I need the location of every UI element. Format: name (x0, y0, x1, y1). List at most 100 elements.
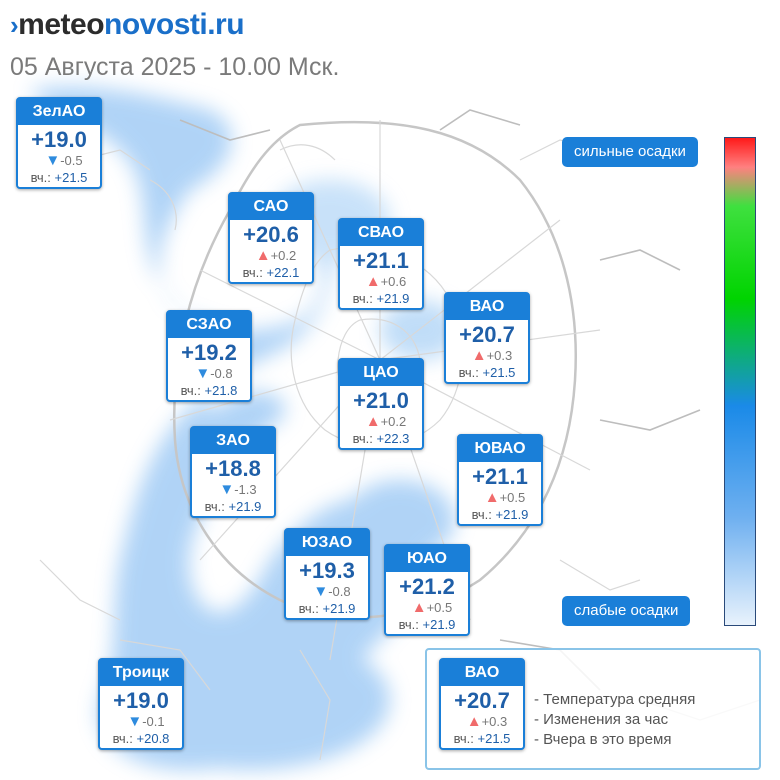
precipitation-color-scale (724, 137, 756, 626)
scale-label-light: слабые осадки (562, 596, 691, 626)
change-value: +0.2 (380, 414, 407, 429)
hourly-change: ▲+0.5 (386, 600, 468, 616)
avg-temperature: +21.0 (353, 388, 409, 413)
district-1-card[interactable]: САО +20.6 ▲+0.2 вч.: +22.1 (228, 192, 314, 284)
scale-label-heavy: сильные осадки (562, 137, 698, 167)
yesterday-temp: вч.: +20.8 (100, 730, 182, 748)
district-9-card[interactable]: ЮАО +21.2 ▲+0.5 вч.: +21.9 (384, 544, 470, 636)
legend-item-hourly-change: - Изменения за час (534, 711, 669, 728)
yesterday-label: вч.: (180, 383, 205, 398)
hourly-change: ▲+0.3 (441, 714, 523, 730)
hourly-change: ▼-0.8 (168, 366, 250, 382)
district-name: Троицк (100, 660, 182, 686)
yesterday-temp: вч.: +21.5 (446, 364, 528, 382)
logo-text-primary: meteo (18, 8, 105, 41)
yesterday-value: +22.3 (376, 431, 410, 446)
yesterday-value: +21.9 (228, 499, 262, 514)
yesterday-temp: вч.: +21.5 (18, 169, 100, 187)
avg-temperature: +19.0 (31, 127, 87, 152)
hourly-change: ▼-0.8 (286, 584, 368, 600)
change-value: -0.5 (60, 153, 83, 168)
triangle-up-icon: ▲ (466, 713, 482, 730)
avg-temperature: +19.0 (113, 688, 169, 713)
district-6-card[interactable]: ЗАО +18.8 ▼-1.3 вч.: +21.9 (190, 426, 276, 518)
district-name: ЮЗАО (286, 530, 368, 556)
yesterday-label: вч.: (471, 507, 496, 522)
hourly-change: ▲+0.6 (340, 274, 422, 290)
district-2-card[interactable]: СВАО +21.1 ▲+0.6 вч.: +21.9 (338, 218, 424, 310)
yesterday-temp: вч.: +22.3 (340, 430, 422, 448)
triangle-up-icon: ▲ (365, 273, 381, 290)
yesterday-label: вч.: (352, 431, 377, 446)
yesterday-value: +21.9 (422, 617, 456, 632)
avg-temperature: +19.2 (181, 340, 237, 365)
triangle-up-icon: ▲ (255, 247, 271, 264)
avg-temperature: +21.1 (353, 248, 409, 273)
district-7-card[interactable]: ЮВАО +21.1 ▲+0.5 вч.: +21.9 (457, 434, 543, 526)
district-8-card[interactable]: ЮЗАО +19.3 ▼-0.8 вч.: +21.9 (284, 528, 370, 620)
triangle-down-icon: ▼ (127, 713, 143, 730)
yesterday-label: вч.: (352, 291, 377, 306)
hourly-change: ▼-0.5 (18, 153, 100, 169)
triangle-down-icon: ▼ (313, 583, 329, 600)
avg-temperature: +19.3 (299, 558, 355, 583)
triangle-up-icon: ▲ (411, 599, 427, 616)
district-3-card[interactable]: ВАО +20.7 ▲+0.3 вч.: +21.5 (444, 292, 530, 384)
logo-mark-icon: › (10, 10, 19, 40)
district-0-card[interactable]: ЗелАО +19.0 ▼-0.5 вч.: +21.5 (16, 97, 102, 189)
site-logo[interactable]: ›meteonovosti.ru (10, 8, 245, 42)
yesterday-label: вч.: (112, 731, 137, 746)
district-name: ВАО (441, 660, 523, 686)
yesterday-value: +21.9 (376, 291, 410, 306)
avg-temperature: +20.6 (243, 222, 299, 247)
legend-item-yesterday: - Вчера в это время (534, 731, 672, 748)
district-5-card[interactable]: ЦАО +21.0 ▲+0.2 вч.: +22.3 (338, 358, 424, 450)
triangle-down-icon: ▼ (45, 152, 61, 169)
district-name: ЮВАО (459, 436, 541, 462)
triangle-up-icon: ▲ (365, 413, 381, 430)
logo-text-domain: novosti.ru (104, 8, 245, 41)
hourly-change: ▲+0.2 (230, 248, 312, 264)
yesterday-temp: вч.: +21.9 (192, 498, 274, 516)
yesterday-temp: вч.: +21.8 (168, 382, 250, 400)
yesterday-temp: вч.: +21.9 (386, 616, 468, 634)
change-value: +0.3 (481, 714, 508, 729)
avg-temperature: +20.7 (454, 688, 510, 713)
yesterday-label: вч.: (398, 617, 423, 632)
district-name: ЗАО (192, 428, 274, 454)
change-value: -0.1 (142, 714, 165, 729)
yesterday-label: вч.: (30, 170, 55, 185)
change-value: +0.3 (486, 348, 513, 363)
report-datetime: 05 Августа 2025 - 10.00 Мск. (10, 53, 340, 81)
district-name: СВАО (340, 220, 422, 246)
yesterday-value: +21.5 (477, 731, 511, 746)
change-value: +0.5 (499, 490, 526, 505)
hourly-change: ▼-0.1 (100, 714, 182, 730)
hourly-change: ▲+0.3 (446, 348, 528, 364)
district-name: ЮАО (386, 546, 468, 572)
yesterday-temp: вч.: +21.9 (286, 600, 368, 618)
avg-temperature: +21.2 (399, 574, 455, 599)
yesterday-temp: вч.: +22.1 (230, 264, 312, 282)
legend-sample-card[interactable]: ВАО +20.7 ▲+0.3 вч.: +21.5 (439, 658, 525, 750)
yesterday-value: +20.8 (136, 731, 170, 746)
avg-temperature: +20.7 (459, 322, 515, 347)
change-value: +0.2 (270, 248, 297, 263)
district-4-card[interactable]: СЗАО +19.2 ▼-0.8 вч.: +21.8 (166, 310, 252, 402)
change-value: +0.6 (380, 274, 407, 289)
district-name: ЗелАО (18, 99, 100, 125)
triangle-down-icon: ▼ (219, 481, 235, 498)
district-name: ВАО (446, 294, 528, 320)
triangle-up-icon: ▲ (484, 489, 500, 506)
change-value: -0.8 (210, 366, 233, 381)
yesterday-label: вч.: (242, 265, 267, 280)
district-name: ЦАО (340, 360, 422, 386)
triangle-up-icon: ▲ (471, 347, 487, 364)
avg-temperature: +18.8 (205, 456, 261, 481)
yesterday-label: вч.: (204, 499, 229, 514)
district-name: СЗАО (168, 312, 250, 338)
yesterday-temp: вч.: +21.5 (441, 730, 523, 748)
district-10-card[interactable]: Троицк +19.0 ▼-0.1 вч.: +20.8 (98, 658, 184, 750)
yesterday-value: +22.1 (266, 265, 300, 280)
change-value: -0.8 (328, 584, 351, 599)
